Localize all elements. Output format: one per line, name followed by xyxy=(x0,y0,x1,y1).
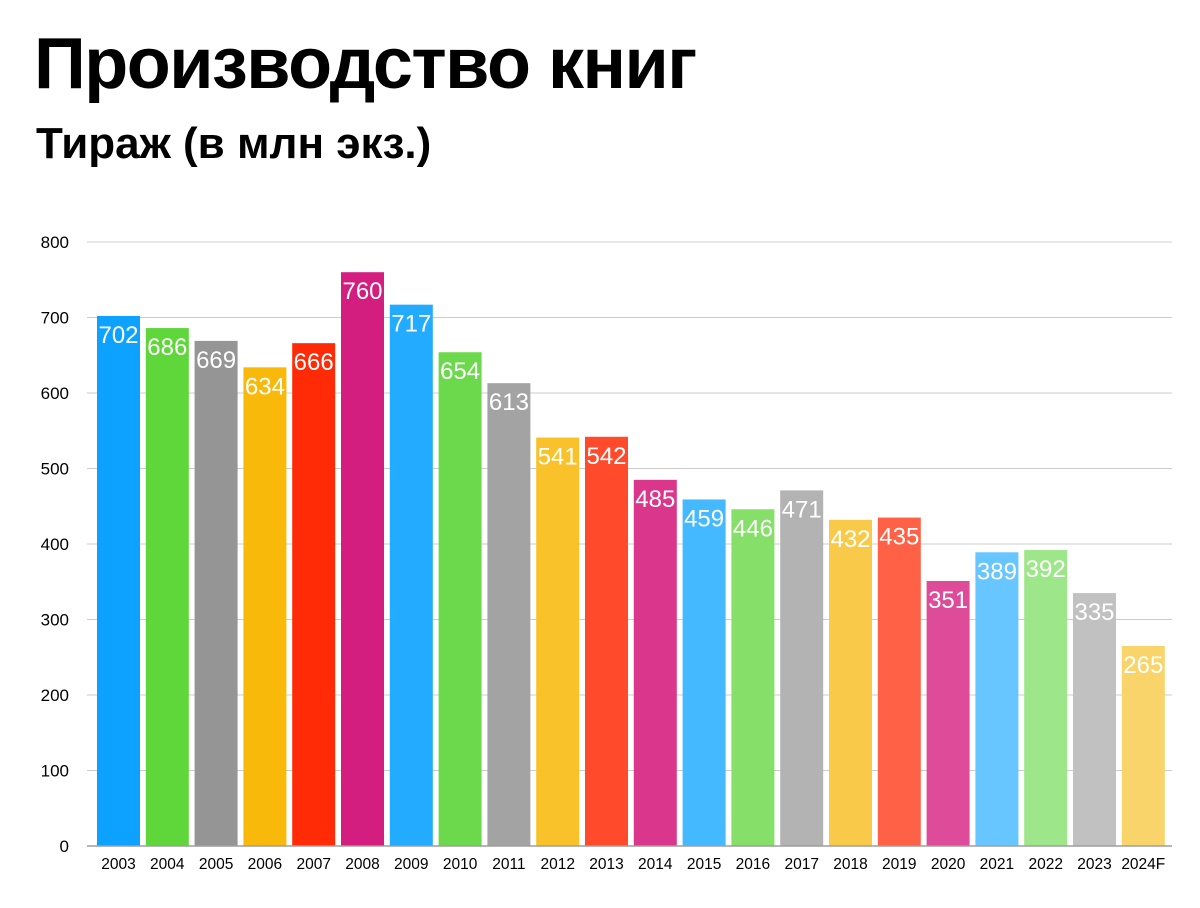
x-tick-label: 2005 xyxy=(199,856,233,873)
data-label: 432 xyxy=(830,526,870,553)
x-tick-label: 2016 xyxy=(736,856,770,873)
x-tick-label: 2020 xyxy=(931,856,966,873)
data-label: 634 xyxy=(245,373,285,400)
x-tick-label: 2021 xyxy=(980,856,1014,873)
data-label: 760 xyxy=(342,278,382,305)
y-tick-label: 700 xyxy=(41,309,69,328)
x-tick-label: 2014 xyxy=(638,856,673,873)
bar xyxy=(97,315,140,846)
y-tick-label: 400 xyxy=(41,535,69,554)
data-label: 666 xyxy=(294,349,334,376)
data-label: 335 xyxy=(1074,599,1114,626)
bar xyxy=(633,479,677,846)
bar xyxy=(487,383,531,846)
chart-title: Производство книг xyxy=(34,24,697,104)
y-tick-label: 200 xyxy=(41,686,69,705)
x-tick-label: 2024F xyxy=(1121,856,1165,873)
x-tick-label: 2004 xyxy=(150,856,185,873)
x-tick-label: 2010 xyxy=(443,856,478,873)
bar xyxy=(145,328,189,846)
x-tick-label: 2003 xyxy=(101,856,135,873)
bar xyxy=(682,499,726,846)
x-tick-label: 2019 xyxy=(882,856,916,873)
y-tick-label: 0 xyxy=(60,837,69,856)
bar xyxy=(536,437,580,846)
bar xyxy=(585,436,628,846)
y-tick-label: 500 xyxy=(41,460,69,479)
bar xyxy=(877,517,921,846)
bar xyxy=(1024,550,1068,846)
bar xyxy=(292,343,336,846)
data-label: 392 xyxy=(1026,556,1066,583)
bar xyxy=(438,352,482,846)
y-tick-label: 600 xyxy=(41,384,69,403)
data-label: 613 xyxy=(489,389,529,416)
bar xyxy=(341,272,384,846)
data-label: 542 xyxy=(586,443,626,470)
data-label: 541 xyxy=(538,444,578,471)
bar xyxy=(780,490,824,846)
bar xyxy=(731,509,775,846)
x-tick-label: 2008 xyxy=(345,856,379,873)
x-tick-label: 2017 xyxy=(784,856,818,873)
bar xyxy=(829,519,872,846)
chart-subtitle: Тираж (в млн экз.) xyxy=(36,119,432,168)
x-tick-label: 2011 xyxy=(492,856,525,873)
data-label: 351 xyxy=(928,587,968,614)
x-tick-label: 2015 xyxy=(687,856,721,873)
x-tick-label: 2013 xyxy=(589,856,623,873)
bar xyxy=(194,340,238,846)
data-label: 459 xyxy=(684,505,724,532)
bar xyxy=(926,580,970,846)
x-tick-label: 2018 xyxy=(833,856,867,873)
x-tick-label: 2023 xyxy=(1077,856,1111,873)
data-label: 485 xyxy=(635,486,675,513)
bar xyxy=(243,367,287,846)
x-tick-label: 2009 xyxy=(394,856,428,873)
data-label: 389 xyxy=(977,558,1017,585)
y-tick-label: 300 xyxy=(41,611,69,630)
y-tick-label: 100 xyxy=(41,762,69,781)
data-label: 702 xyxy=(98,322,138,349)
bar xyxy=(389,304,433,846)
data-label: 717 xyxy=(391,311,431,338)
data-label: 654 xyxy=(440,358,480,385)
data-label: 265 xyxy=(1123,652,1163,679)
data-label: 435 xyxy=(879,524,919,551)
data-label: 669 xyxy=(196,347,236,374)
x-tick-label: 2006 xyxy=(248,856,282,873)
bar xyxy=(1073,593,1116,846)
x-tick-label: 2007 xyxy=(296,856,330,873)
x-tick-label: 2022 xyxy=(1028,856,1062,873)
y-tick-label: 800 xyxy=(41,233,69,252)
x-tick-label: 2012 xyxy=(540,856,574,873)
bar xyxy=(975,552,1019,846)
bar xyxy=(1121,645,1165,846)
data-label: 686 xyxy=(147,334,187,361)
data-label: 446 xyxy=(733,515,773,542)
data-label: 471 xyxy=(782,496,822,523)
